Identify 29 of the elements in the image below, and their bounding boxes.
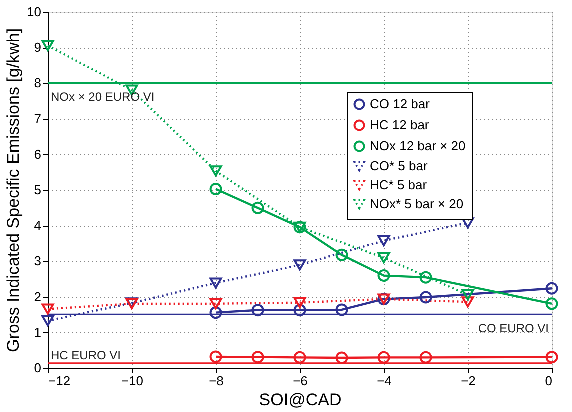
legend-label: HC 12 bar	[370, 118, 430, 132]
legend-label: CO* 5 bar	[370, 158, 428, 174]
y-tick-label: 6	[34, 146, 42, 162]
x-tick-label: −12	[48, 374, 71, 388]
x-tick-label: −4	[377, 374, 392, 388]
y-tick-label: 4	[34, 218, 42, 234]
x-tick-label: −8	[209, 374, 224, 388]
y-tick-label: 10	[27, 4, 42, 20]
y-tick-label: 2	[34, 289, 42, 304]
y-tick-label: 8	[34, 76, 42, 91]
y-tick-label: 7	[34, 111, 42, 126]
ref-line-label: NOx × 20 EURO VI	[51, 90, 155, 104]
x-axis-title: SOI@CAD	[259, 390, 342, 410]
ref-line-label: HC EURO VI	[51, 348, 122, 362]
y-axis-title: Gross Indicated Specific Emissions [g/kwh]	[4, 28, 24, 353]
y-tick-label: 1	[34, 324, 42, 340]
y-tick-label: 5	[34, 182, 42, 198]
legend-label: NOx* 5 bar × 20	[370, 196, 464, 212]
ref-line-label: CO EURO VI	[478, 322, 549, 336]
legend-label: CO 12 bar	[370, 96, 431, 112]
x-tick-label: 0	[545, 374, 552, 388]
x-tick-label: −10	[121, 374, 144, 388]
legend-label: NOx 12 bar × 20	[370, 138, 466, 154]
y-tick-label: 3	[34, 254, 42, 269]
legend-label: HC* 5 bar	[370, 178, 428, 192]
y-tick-label: 0	[34, 360, 42, 376]
y-tick-label: 9	[34, 40, 42, 56]
x-tick-label: −2	[461, 374, 476, 388]
x-tick-label: −6	[293, 374, 308, 388]
